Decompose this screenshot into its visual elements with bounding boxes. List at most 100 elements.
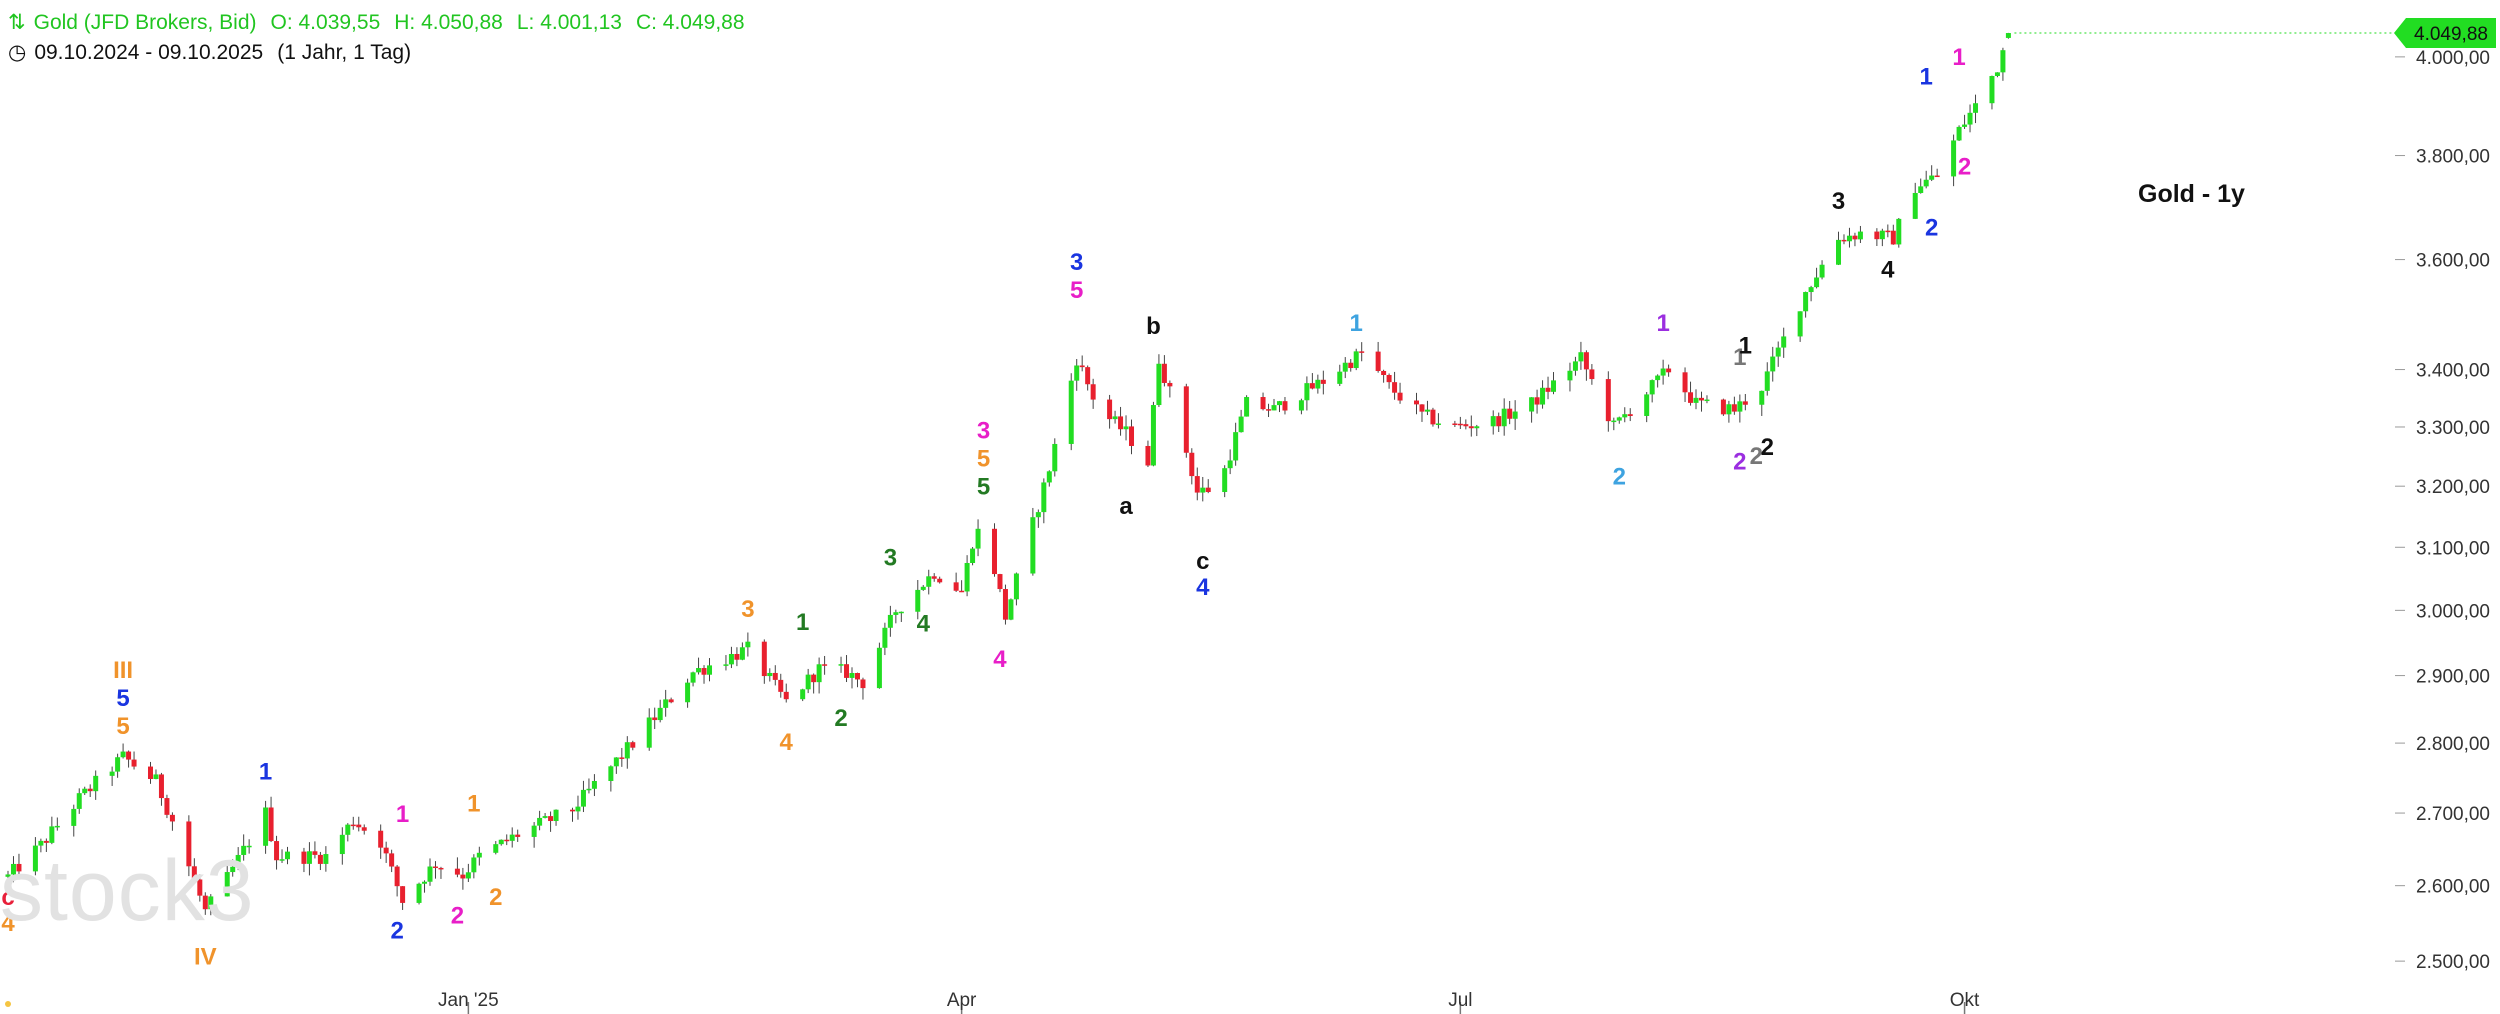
- wave-label: 3: [884, 545, 897, 572]
- candle: [438, 867, 444, 870]
- candle: [1797, 311, 1803, 337]
- wave-label: c: [1196, 548, 1209, 575]
- wave-label: 1: [796, 609, 809, 636]
- candle: [1770, 356, 1776, 372]
- candle: [1118, 416, 1124, 430]
- candle: [1353, 351, 1359, 369]
- wave-label: 1: [396, 801, 409, 828]
- candle: [515, 834, 521, 837]
- candle: [1266, 409, 1272, 411]
- candle: [1726, 404, 1732, 415]
- candle: [1534, 397, 1540, 405]
- candle: [197, 879, 203, 896]
- candle: [1107, 399, 1113, 420]
- candle: [1567, 370, 1573, 381]
- candle: [16, 863, 22, 872]
- candle: [805, 674, 811, 690]
- candle: [1309, 383, 1315, 389]
- candle: [54, 825, 60, 828]
- candle: [43, 840, 49, 843]
- y-tick-label: 3.300,00: [2416, 418, 2490, 439]
- candle: [1304, 383, 1310, 401]
- candle: [838, 664, 844, 666]
- candle: [1200, 487, 1206, 493]
- wave-label: 4: [1881, 257, 1895, 284]
- wave-label: 4: [1, 910, 15, 937]
- candle: [591, 780, 597, 789]
- candle: [1030, 517, 1036, 574]
- candle: [1008, 599, 1014, 620]
- candle: [1238, 416, 1244, 433]
- candle: [1320, 379, 1326, 384]
- candle: [1512, 411, 1518, 419]
- wave-label: III: [113, 657, 133, 684]
- candle: [1742, 401, 1748, 405]
- candle: [1222, 468, 1228, 493]
- candle: [1912, 192, 1918, 219]
- wave-label: 2: [390, 917, 403, 944]
- candle: [1605, 379, 1611, 422]
- y-tick-label: 4.000,00: [2416, 48, 2490, 69]
- wave-label: 1: [1920, 64, 1933, 91]
- instrument-name: Gold (JFD Brokers, Bid): [33, 11, 257, 34]
- candle: [1688, 392, 1694, 403]
- wave-label: 2: [1925, 215, 1938, 242]
- candle: [208, 896, 214, 910]
- axis-origin-dot: [5, 1001, 11, 1007]
- candle: [624, 742, 630, 759]
- candle: [548, 816, 554, 822]
- candle: [707, 665, 713, 675]
- candle: [1929, 175, 1935, 180]
- candle: [1507, 408, 1513, 419]
- candle: [575, 806, 581, 812]
- candle: [1457, 423, 1463, 426]
- candle: [263, 807, 269, 846]
- candle: [1973, 103, 1979, 113]
- wave-label: 1: [1952, 44, 1965, 71]
- candle: [285, 851, 291, 860]
- candle: [394, 866, 400, 887]
- candle: [663, 699, 669, 708]
- candle: [1611, 420, 1617, 423]
- candle: [854, 673, 860, 680]
- candle: [1463, 424, 1469, 427]
- wave-label: 2: [451, 902, 464, 929]
- candle: [465, 872, 471, 879]
- candle: [1731, 404, 1737, 412]
- candle: [71, 808, 77, 826]
- candle: [10, 863, 16, 875]
- wave-label: 2: [834, 705, 847, 732]
- candle: [2000, 50, 2006, 73]
- candle: [876, 647, 882, 689]
- date-range: 09.10.2024 - 09.10.2025: [34, 41, 264, 64]
- candle: [1397, 392, 1403, 401]
- candle: [701, 668, 707, 675]
- candle: [5, 874, 11, 877]
- wave-label: 1: [1656, 310, 1669, 337]
- candle: [186, 821, 192, 867]
- wave-label: 1: [467, 790, 480, 817]
- candle: [1819, 264, 1825, 278]
- candle: [383, 847, 389, 854]
- candle: [696, 668, 702, 673]
- wave-label: 1: [1739, 333, 1752, 360]
- candle: [32, 845, 38, 872]
- candle: [1545, 387, 1551, 392]
- ohlc-header: ⇅ Gold (JFD Brokers, Bid) O: 4.039,55 H: 4.…: [8, 10, 759, 35]
- candle: [1962, 124, 1968, 127]
- candle: [1041, 482, 1047, 513]
- y-tick-label: 3.600,00: [2416, 251, 2490, 272]
- candle: [1627, 414, 1633, 416]
- candle: [630, 742, 636, 748]
- candle: [268, 807, 274, 842]
- candle: [1052, 443, 1058, 472]
- candle: [1205, 487, 1211, 493]
- candle: [1414, 400, 1420, 405]
- candle: [317, 854, 323, 864]
- candle: [230, 866, 236, 873]
- wave-label: 2: [489, 884, 502, 911]
- candle: [1836, 239, 1842, 265]
- candle: [887, 614, 893, 628]
- candle: [657, 707, 663, 721]
